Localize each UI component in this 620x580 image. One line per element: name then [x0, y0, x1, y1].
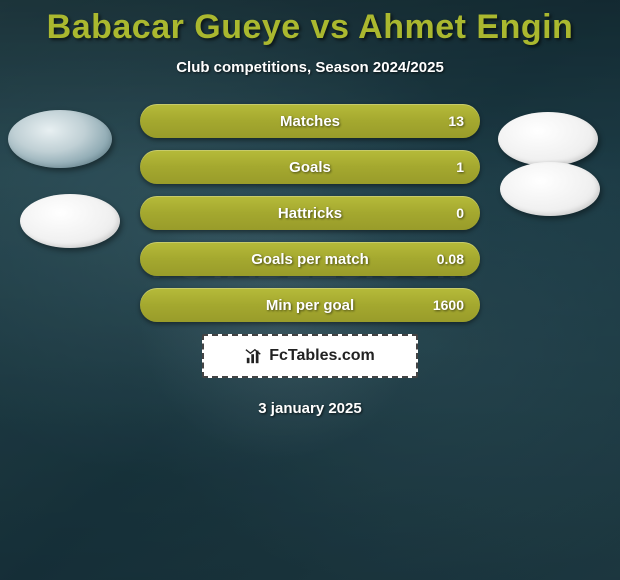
stat-value: 1600 — [433, 297, 464, 313]
player-oval-right-2 — [500, 162, 600, 216]
player-photo-left — [8, 110, 112, 168]
stat-value: 13 — [448, 113, 464, 129]
stat-bar: Min per goal 1600 — [140, 288, 480, 322]
subtitle: Club competitions, Season 2024/2025 — [0, 59, 620, 76]
stats-bars: Matches 13 Goals 1 Hattricks 0 Goals per… — [140, 104, 480, 322]
stat-bar: Matches 13 — [140, 104, 480, 138]
stat-label: Matches — [280, 113, 340, 130]
comparison-title: Babacar Gueye vs Ahmet Engin — [0, 8, 620, 47]
player-oval-left-2 — [20, 194, 120, 248]
stat-bar: Hattricks 0 — [140, 196, 480, 230]
stat-value: 1 — [456, 159, 464, 175]
stat-bar: Goals 1 — [140, 150, 480, 184]
stat-label: Hattricks — [278, 205, 342, 222]
stat-label: Goals per match — [251, 251, 369, 268]
infographic-content: Babacar Gueye vs Ahmet Engin Club compet… — [0, 0, 620, 417]
stat-value: 0 — [456, 205, 464, 221]
brand-text: FcTables.com — [269, 347, 375, 365]
stat-label: Min per goal — [266, 297, 354, 314]
brand-box: FcTables.com — [202, 334, 418, 378]
date-text: 3 january 2025 — [0, 400, 620, 417]
player-oval-right-1 — [498, 112, 598, 166]
stat-label: Goals — [289, 159, 331, 176]
stat-bar: Goals per match 0.08 — [140, 242, 480, 276]
stat-value: 0.08 — [437, 251, 464, 267]
bar-chart-icon — [245, 347, 263, 365]
